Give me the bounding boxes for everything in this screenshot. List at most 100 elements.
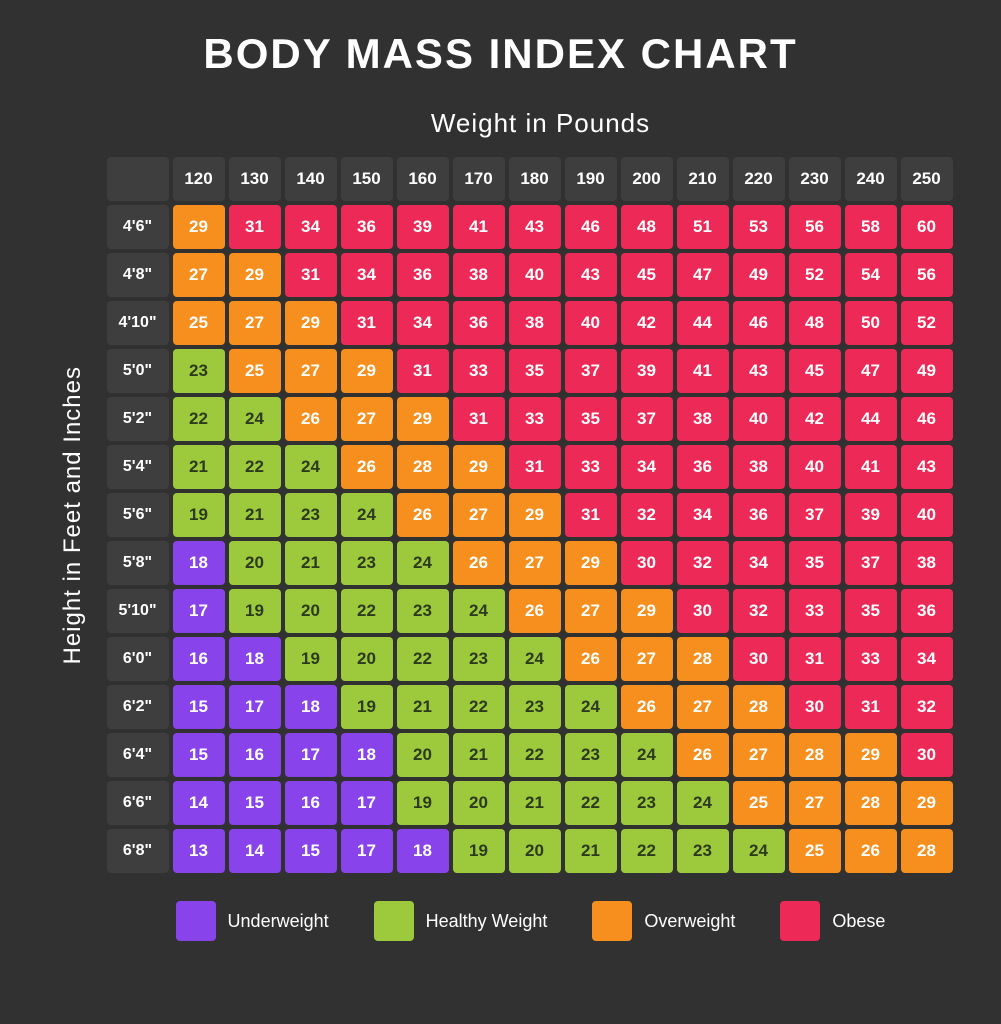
bmi-cell: 29 — [453, 445, 505, 489]
bmi-cell: 33 — [453, 349, 505, 393]
bmi-cell: 31 — [341, 301, 393, 345]
bmi-cell: 47 — [845, 349, 897, 393]
bmi-cell: 23 — [677, 829, 729, 873]
bmi-cell: 20 — [341, 637, 393, 681]
height-header: 6'6" — [107, 781, 169, 825]
bmi-cell: 17 — [341, 829, 393, 873]
bmi-cell: 43 — [565, 253, 617, 297]
legend-item: Obese — [780, 901, 885, 941]
bmi-cell: 28 — [397, 445, 449, 489]
bmi-cell: 21 — [229, 493, 281, 537]
bmi-cell: 26 — [509, 589, 561, 633]
bmi-cell: 31 — [565, 493, 617, 537]
bmi-cell: 30 — [733, 637, 785, 681]
bmi-cell: 34 — [621, 445, 673, 489]
height-header: 4'6" — [107, 205, 169, 249]
bmi-cell: 20 — [453, 781, 505, 825]
bmi-cell: 29 — [901, 781, 953, 825]
bmi-cell: 45 — [789, 349, 841, 393]
bmi-cell: 19 — [173, 493, 225, 537]
bmi-cell: 41 — [677, 349, 729, 393]
bmi-cell: 49 — [733, 253, 785, 297]
bmi-cell: 28 — [901, 829, 953, 873]
bmi-cell: 23 — [285, 493, 337, 537]
bmi-cell: 36 — [677, 445, 729, 489]
bmi-cell: 26 — [565, 637, 617, 681]
height-header: 5'10" — [107, 589, 169, 633]
bmi-cell: 14 — [173, 781, 225, 825]
bmi-cell: 35 — [565, 397, 617, 441]
bmi-cell: 37 — [565, 349, 617, 393]
bmi-cell: 22 — [173, 397, 225, 441]
bmi-cell: 15 — [173, 733, 225, 777]
bmi-cell: 22 — [621, 829, 673, 873]
bmi-cell: 20 — [285, 589, 337, 633]
bmi-cell: 21 — [509, 781, 561, 825]
bmi-cell: 34 — [733, 541, 785, 585]
bmi-cell: 46 — [901, 397, 953, 441]
bmi-cell: 18 — [341, 733, 393, 777]
height-header: 6'2" — [107, 685, 169, 729]
bmi-cell: 34 — [677, 493, 729, 537]
bmi-cell: 46 — [565, 205, 617, 249]
height-header: 4'10" — [107, 301, 169, 345]
bmi-cell: 25 — [789, 829, 841, 873]
weight-header: 240 — [845, 157, 897, 201]
bmi-cell: 29 — [285, 301, 337, 345]
bmi-cell: 22 — [509, 733, 561, 777]
bmi-cell: 25 — [733, 781, 785, 825]
bmi-cell: 32 — [733, 589, 785, 633]
weight-header: 170 — [453, 157, 505, 201]
legend-swatch — [374, 901, 414, 941]
bmi-cell: 19 — [397, 781, 449, 825]
bmi-cell: 31 — [397, 349, 449, 393]
height-header: 5'8" — [107, 541, 169, 585]
bmi-cell: 34 — [901, 637, 953, 681]
bmi-cell: 24 — [621, 733, 673, 777]
bmi-cell: 15 — [173, 685, 225, 729]
weight-header: 210 — [677, 157, 729, 201]
bmi-cell: 36 — [733, 493, 785, 537]
height-header: 5'0" — [107, 349, 169, 393]
height-header: 6'8" — [107, 829, 169, 873]
bmi-cell: 52 — [901, 301, 953, 345]
bmi-cell: 46 — [733, 301, 785, 345]
bmi-cell: 52 — [789, 253, 841, 297]
bmi-cell: 26 — [285, 397, 337, 441]
bmi-cell: 15 — [285, 829, 337, 873]
bmi-cell: 43 — [509, 205, 561, 249]
bmi-cell: 24 — [565, 685, 617, 729]
bmi-cell: 29 — [173, 205, 225, 249]
bmi-cell: 58 — [845, 205, 897, 249]
bmi-cell: 26 — [845, 829, 897, 873]
bmi-cell: 27 — [621, 637, 673, 681]
bmi-cell: 38 — [677, 397, 729, 441]
bmi-cell: 56 — [901, 253, 953, 297]
weight-header: 230 — [789, 157, 841, 201]
bmi-cell: 33 — [789, 589, 841, 633]
bmi-cell: 30 — [677, 589, 729, 633]
chart-area: Height in Feet and Inches 12013014015016… — [30, 157, 981, 873]
weight-header: 160 — [397, 157, 449, 201]
height-header: 5'4" — [107, 445, 169, 489]
bmi-cell: 45 — [621, 253, 673, 297]
bmi-cell: 19 — [229, 589, 281, 633]
bmi-cell: 53 — [733, 205, 785, 249]
bmi-cell: 31 — [845, 685, 897, 729]
bmi-cell: 14 — [229, 829, 281, 873]
bmi-cell: 28 — [677, 637, 729, 681]
legend-swatch — [592, 901, 632, 941]
bmi-cell: 42 — [621, 301, 673, 345]
bmi-cell: 26 — [677, 733, 729, 777]
bmi-cell: 32 — [621, 493, 673, 537]
bmi-cell: 38 — [453, 253, 505, 297]
bmi-cell: 40 — [565, 301, 617, 345]
bmi-cell: 18 — [285, 685, 337, 729]
bmi-cell: 17 — [341, 781, 393, 825]
bmi-cell: 44 — [677, 301, 729, 345]
bmi-cell: 39 — [397, 205, 449, 249]
height-header: 6'0" — [107, 637, 169, 681]
bmi-cell: 24 — [453, 589, 505, 633]
bmi-cell: 50 — [845, 301, 897, 345]
bmi-cell: 38 — [509, 301, 561, 345]
